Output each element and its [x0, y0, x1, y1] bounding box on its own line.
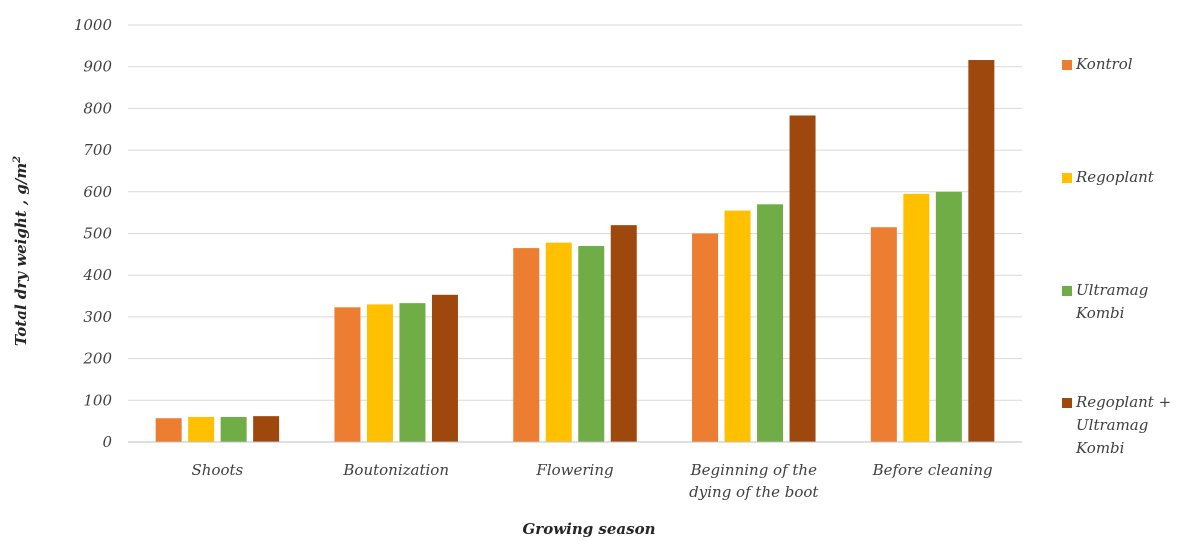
bar: [253, 416, 280, 442]
x-category-label: Boutonization: [342, 461, 449, 479]
legend-swatch: [1062, 286, 1072, 296]
x-axis-title: Growing season: [522, 520, 655, 538]
bar: [431, 294, 458, 442]
x-category-label: Beginning of the dying of the boot: [689, 461, 819, 501]
bars: [155, 60, 995, 442]
y-tick-label: 1000: [74, 16, 113, 34]
bar: [545, 242, 572, 442]
legend-swatch: [1062, 60, 1072, 70]
legend-label-line: Ultramag: [1076, 281, 1148, 299]
y-tick-label: 500: [83, 225, 112, 243]
bar: [757, 204, 784, 442]
bar: [399, 303, 426, 442]
bar: [513, 248, 540, 442]
y-tick-label: 100: [83, 391, 112, 409]
legend-label: Kontrol: [1075, 55, 1133, 73]
x-category-label-line: Before cleaning: [872, 461, 993, 479]
y-tick-label: 300: [83, 308, 112, 326]
gridlines: [128, 24, 1022, 401]
legend-label-line: Kombi: [1075, 304, 1125, 322]
y-tick-label: 700: [83, 141, 112, 159]
legend-label-line: Regoplant +: [1075, 393, 1171, 411]
bar: [903, 193, 930, 442]
y-tick-label: 0: [102, 433, 112, 451]
x-category-label: Before cleaning: [872, 461, 993, 479]
y-tick-label: 900: [83, 58, 112, 76]
bar: [334, 307, 361, 442]
legend-label: Regoplant + Ultramag Kombi: [1075, 393, 1171, 457]
x-category-label: Shoots: [192, 461, 244, 479]
y-tick-label: 800: [83, 99, 112, 117]
bar: [968, 60, 995, 442]
bar: [935, 191, 962, 442]
legend-label-line: Ultramag: [1076, 416, 1148, 434]
bar: [578, 246, 605, 442]
bar: [610, 225, 637, 442]
x-category-label-line: Beginning of the: [690, 461, 817, 479]
x-category-label-line: Flowering: [535, 461, 613, 479]
y-tick-label: 600: [83, 183, 112, 201]
bar: [155, 418, 182, 442]
y-axis-title-main: Total dry weight , g/m: [12, 163, 30, 346]
legend-label-line: Kombi: [1075, 439, 1125, 457]
bar: [188, 416, 215, 442]
bar: [692, 233, 719, 442]
legend-label: Ultramag Kombi: [1075, 281, 1148, 322]
y-axis-title-superscript: 2: [12, 156, 23, 164]
y-tick-label: 200: [82, 350, 112, 368]
legend-swatch: [1062, 398, 1072, 408]
x-axis-categories: Shoots Boutonization Flowering Beginning of…: [192, 461, 993, 501]
x-category-label-line: Shoots: [192, 461, 244, 479]
x-category-label: Flowering: [535, 461, 613, 479]
legend-label: Regoplant: [1075, 168, 1155, 186]
legend-label-line: Regoplant: [1075, 168, 1155, 186]
bar: [366, 304, 393, 442]
y-axis-ticks: 0 100 200 300 400 500 600 700 800 900 1000: [74, 16, 113, 451]
y-axis-title: Total dry weight , g/m2: [12, 156, 30, 346]
bar: [870, 227, 897, 442]
bar: [789, 115, 816, 442]
x-category-label-line: Boutonization: [342, 461, 449, 479]
y-tick-label: 400: [82, 266, 112, 284]
legend-label-line: Kontrol: [1075, 55, 1133, 73]
x-category-label-line: dying of the boot: [689, 483, 819, 501]
bar: [220, 416, 247, 442]
bar: [724, 210, 751, 442]
legend-swatch: [1062, 173, 1072, 183]
